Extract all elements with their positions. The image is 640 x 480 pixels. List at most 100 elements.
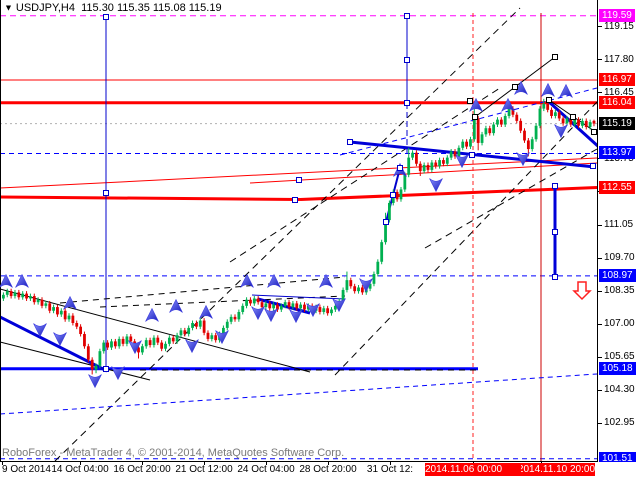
candle-body xyxy=(171,337,175,342)
x-tick-label: 21 Oct 12:00 xyxy=(175,464,233,475)
handle-square xyxy=(512,84,518,90)
chart-header: ▼ USDJPY,H4 115.30 115.35 115.08 115.19 xyxy=(3,2,222,14)
candle-body xyxy=(407,157,411,175)
price-level-badge: 116.04 xyxy=(599,95,635,109)
candlesticks xyxy=(2,98,596,375)
handle-square xyxy=(591,129,597,135)
x-tick xyxy=(266,462,267,465)
handle-square xyxy=(292,197,298,203)
candle-body xyxy=(83,334,86,347)
candle-body xyxy=(283,302,287,306)
handle-square xyxy=(103,366,109,372)
candle-body xyxy=(287,302,291,308)
handle-square xyxy=(467,98,473,104)
candle-body xyxy=(272,304,275,309)
analysis-line xyxy=(0,195,301,201)
candle-body xyxy=(113,341,117,347)
candle-body xyxy=(129,336,133,342)
candle-body xyxy=(48,303,52,311)
x-tick-label: 24 Oct 04:00 xyxy=(237,464,295,475)
candle-body xyxy=(445,157,449,164)
candle-body xyxy=(206,332,210,339)
candle-body xyxy=(418,163,422,172)
candle-body xyxy=(264,303,268,308)
candle-body xyxy=(488,128,492,134)
y-tick xyxy=(598,323,602,325)
candle-body xyxy=(341,289,345,301)
candle-body xyxy=(106,342,110,348)
candle-body xyxy=(260,302,264,308)
analysis-line xyxy=(229,87,501,263)
symbol-dropdown-icon[interactable]: ▼ xyxy=(4,3,13,13)
time-axis[interactable]: 9 Oct 2014 14 Oct 04:00 16 Oct 20:00 21 Oct… xyxy=(0,462,640,480)
selection-handles xyxy=(103,13,597,372)
handle-square xyxy=(347,139,353,145)
y-tick-label: 116.45 xyxy=(604,86,634,98)
candle-body xyxy=(368,283,372,289)
candle-body xyxy=(511,108,515,115)
candle-body xyxy=(299,304,303,309)
candle-body xyxy=(36,299,40,303)
candle-body xyxy=(573,119,577,125)
candle-body xyxy=(110,341,113,348)
candle-body xyxy=(75,323,79,327)
fractal-up-icon xyxy=(145,307,159,322)
candle-body xyxy=(164,343,167,349)
fractal-up-icon xyxy=(63,295,77,310)
fractal-up-icon xyxy=(501,97,515,112)
candle-body xyxy=(125,336,129,344)
candle-body xyxy=(225,321,229,328)
candle-body xyxy=(499,119,503,125)
candle-body xyxy=(276,304,279,310)
candle-body xyxy=(357,287,360,292)
x-tick xyxy=(80,462,81,465)
candle-body xyxy=(326,308,330,314)
price-level-badge: 113.97 xyxy=(599,146,635,160)
fractal-down-icon xyxy=(128,340,142,355)
price-level-badge: 105.18 xyxy=(599,361,636,375)
candle-body xyxy=(56,307,59,315)
candle-body xyxy=(318,307,322,312)
candle-body xyxy=(411,152,414,158)
handle-square xyxy=(397,165,403,171)
candle-body xyxy=(507,108,511,116)
ohlc-readout: USDJPY,H4 115.30 115.35 115.08 115.19 xyxy=(15,2,222,14)
candle-body xyxy=(191,323,194,328)
candle-body xyxy=(480,134,484,143)
fractal-up-icon xyxy=(541,82,555,97)
fractal-down-icon xyxy=(306,303,320,318)
candle-body xyxy=(584,120,588,127)
price-axis[interactable]: 119.15117.80116.45113.75112.40111.05109.… xyxy=(598,0,640,465)
candle-body xyxy=(222,327,225,335)
candle-body xyxy=(557,112,561,119)
handle-square xyxy=(404,100,410,106)
candle-body xyxy=(102,342,106,352)
handle-square xyxy=(552,54,558,60)
y-tick xyxy=(598,224,602,226)
handle-square xyxy=(552,229,558,235)
candle-body xyxy=(233,316,237,320)
y-tick-label: 109.70 xyxy=(604,252,635,264)
fractal-arrows xyxy=(0,80,573,389)
analysis-line xyxy=(59,276,346,304)
price-level-badge: 101.51 xyxy=(599,451,636,465)
fractal-down-icon xyxy=(53,332,67,347)
handle-square xyxy=(103,190,109,196)
y-tick-label: 117.80 xyxy=(604,53,634,65)
handle-square xyxy=(546,97,552,103)
x-tick-label: 9 Oct 2014 xyxy=(2,464,51,475)
candle-body xyxy=(333,305,337,310)
analysis-line xyxy=(251,294,346,300)
x-tick-label: 16 Oct 20:00 xyxy=(113,464,171,475)
analysis-line xyxy=(0,157,598,189)
candle-body xyxy=(303,304,306,310)
copyright-watermark: RoboForex - MetaTrader 4, © 2001-2014, M… xyxy=(2,447,345,459)
fractal-down-icon xyxy=(332,298,346,313)
candle-body xyxy=(252,298,256,304)
candle-body xyxy=(503,115,507,125)
candle-body xyxy=(9,291,13,297)
candle-body xyxy=(330,309,333,314)
candle-body xyxy=(291,303,295,308)
candle-body xyxy=(534,125,538,140)
